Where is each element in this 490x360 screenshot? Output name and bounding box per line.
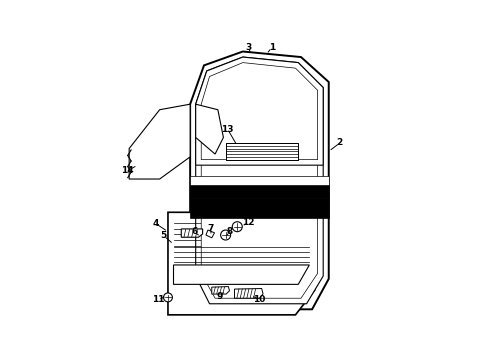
Polygon shape (190, 198, 329, 218)
Polygon shape (235, 288, 263, 298)
Polygon shape (173, 265, 309, 284)
Polygon shape (226, 143, 298, 159)
Polygon shape (212, 287, 229, 294)
Text: 9: 9 (216, 292, 222, 301)
Text: 13: 13 (221, 125, 234, 134)
Polygon shape (201, 63, 318, 298)
Polygon shape (206, 230, 215, 238)
Text: 12: 12 (242, 218, 255, 227)
Polygon shape (196, 57, 323, 304)
Text: 14: 14 (122, 166, 134, 175)
Text: 11: 11 (152, 295, 165, 304)
Polygon shape (196, 104, 223, 154)
Polygon shape (181, 229, 203, 237)
Text: 6: 6 (191, 227, 197, 236)
Circle shape (164, 293, 172, 302)
Polygon shape (129, 104, 190, 179)
Circle shape (232, 222, 242, 232)
Polygon shape (196, 57, 323, 165)
Text: 8: 8 (227, 227, 233, 236)
Polygon shape (190, 176, 329, 185)
Polygon shape (168, 212, 315, 315)
Polygon shape (190, 185, 329, 198)
Text: 4: 4 (152, 219, 159, 228)
Text: 1: 1 (269, 43, 275, 52)
Circle shape (220, 230, 231, 240)
Polygon shape (190, 51, 329, 309)
Text: 3: 3 (245, 43, 251, 52)
Text: 2: 2 (337, 139, 343, 148)
Text: 5: 5 (161, 231, 167, 240)
Text: 7: 7 (208, 224, 214, 233)
Polygon shape (201, 63, 318, 159)
Text: 10: 10 (253, 295, 266, 304)
